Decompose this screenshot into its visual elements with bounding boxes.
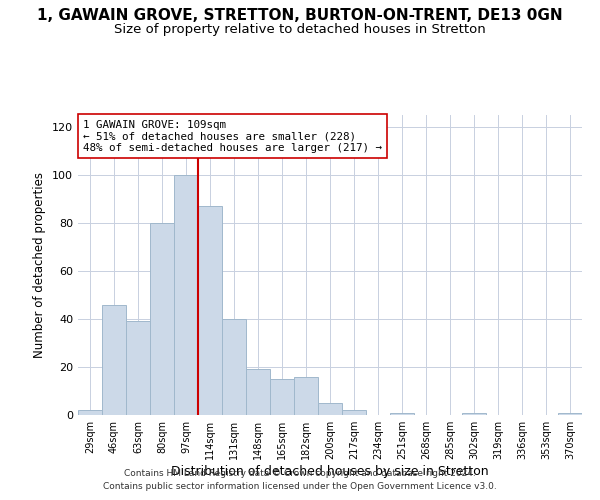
Bar — [78, 410, 102, 415]
X-axis label: Distribution of detached houses by size in Stretton: Distribution of detached houses by size … — [171, 465, 489, 478]
Bar — [102, 304, 126, 415]
Bar — [222, 319, 246, 415]
Bar — [558, 412, 582, 415]
Bar — [198, 206, 222, 415]
Bar — [150, 223, 174, 415]
Text: 1, GAWAIN GROVE, STRETTON, BURTON-ON-TRENT, DE13 0GN: 1, GAWAIN GROVE, STRETTON, BURTON-ON-TRE… — [37, 8, 563, 22]
Text: Contains public sector information licensed under the Open Government Licence v3: Contains public sector information licen… — [103, 482, 497, 491]
Bar — [270, 379, 294, 415]
Y-axis label: Number of detached properties: Number of detached properties — [34, 172, 46, 358]
Text: Contains HM Land Registry data © Crown copyright and database right 2024.: Contains HM Land Registry data © Crown c… — [124, 468, 476, 477]
Bar — [342, 410, 366, 415]
Bar — [294, 376, 318, 415]
Bar — [390, 412, 414, 415]
Bar — [318, 403, 342, 415]
Bar — [246, 370, 270, 415]
Text: 1 GAWAIN GROVE: 109sqm
← 51% of detached houses are smaller (228)
48% of semi-de: 1 GAWAIN GROVE: 109sqm ← 51% of detached… — [83, 120, 382, 152]
Bar — [462, 412, 486, 415]
Bar — [174, 175, 198, 415]
Text: Size of property relative to detached houses in Stretton: Size of property relative to detached ho… — [114, 22, 486, 36]
Bar — [126, 322, 150, 415]
